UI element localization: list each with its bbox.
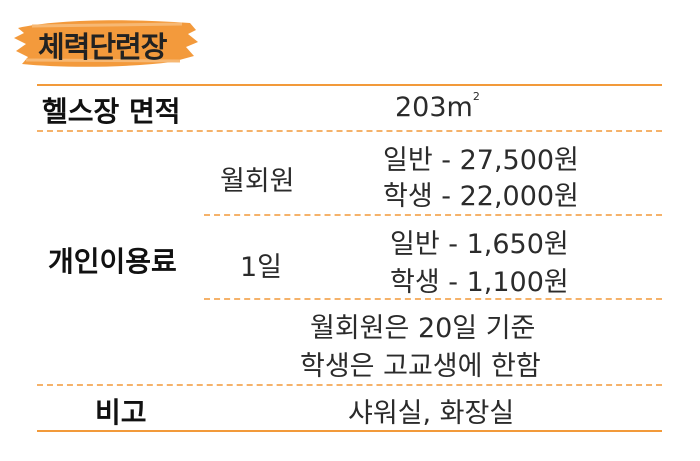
table-bottom-rule (37, 430, 662, 432)
daily-general-fee: 일반 - 1,650원 (390, 229, 569, 260)
sub-divider-1 (204, 214, 662, 216)
daily-student-fee: 학생 - 1,100원 (390, 267, 569, 298)
section-title-block: 체력단련장 (12, 14, 202, 72)
monthly-student-fee: 학생 - 22,000원 (383, 181, 579, 212)
remarks-label: 비고 (95, 396, 147, 429)
page-title: 체력단련장 (38, 30, 167, 64)
daily-label: 1일 (240, 252, 283, 283)
area-value-superscript: 2 (472, 90, 480, 103)
area-value-text: 203m (395, 92, 473, 123)
row-divider-2 (37, 384, 662, 386)
sub-divider-2 (204, 298, 662, 300)
table-top-rule (37, 84, 662, 86)
fee-note-line1: 월회원은 20일 기준 (310, 313, 536, 344)
fee-note-line2: 학생은 고교생에 한함 (300, 351, 541, 382)
brush-stroke-decoration (14, 20, 198, 67)
monthly-label: 월회원 (220, 166, 295, 197)
fee-label: 개인이용료 (48, 245, 177, 278)
area-label: 헬스장 면적 (42, 95, 181, 128)
row-divider (37, 130, 662, 132)
remarks-value: 샤워실, 화장실 (348, 398, 515, 429)
monthly-general-fee: 일반 - 27,500원 (383, 145, 579, 176)
area-value: 203m2 (395, 90, 480, 123)
